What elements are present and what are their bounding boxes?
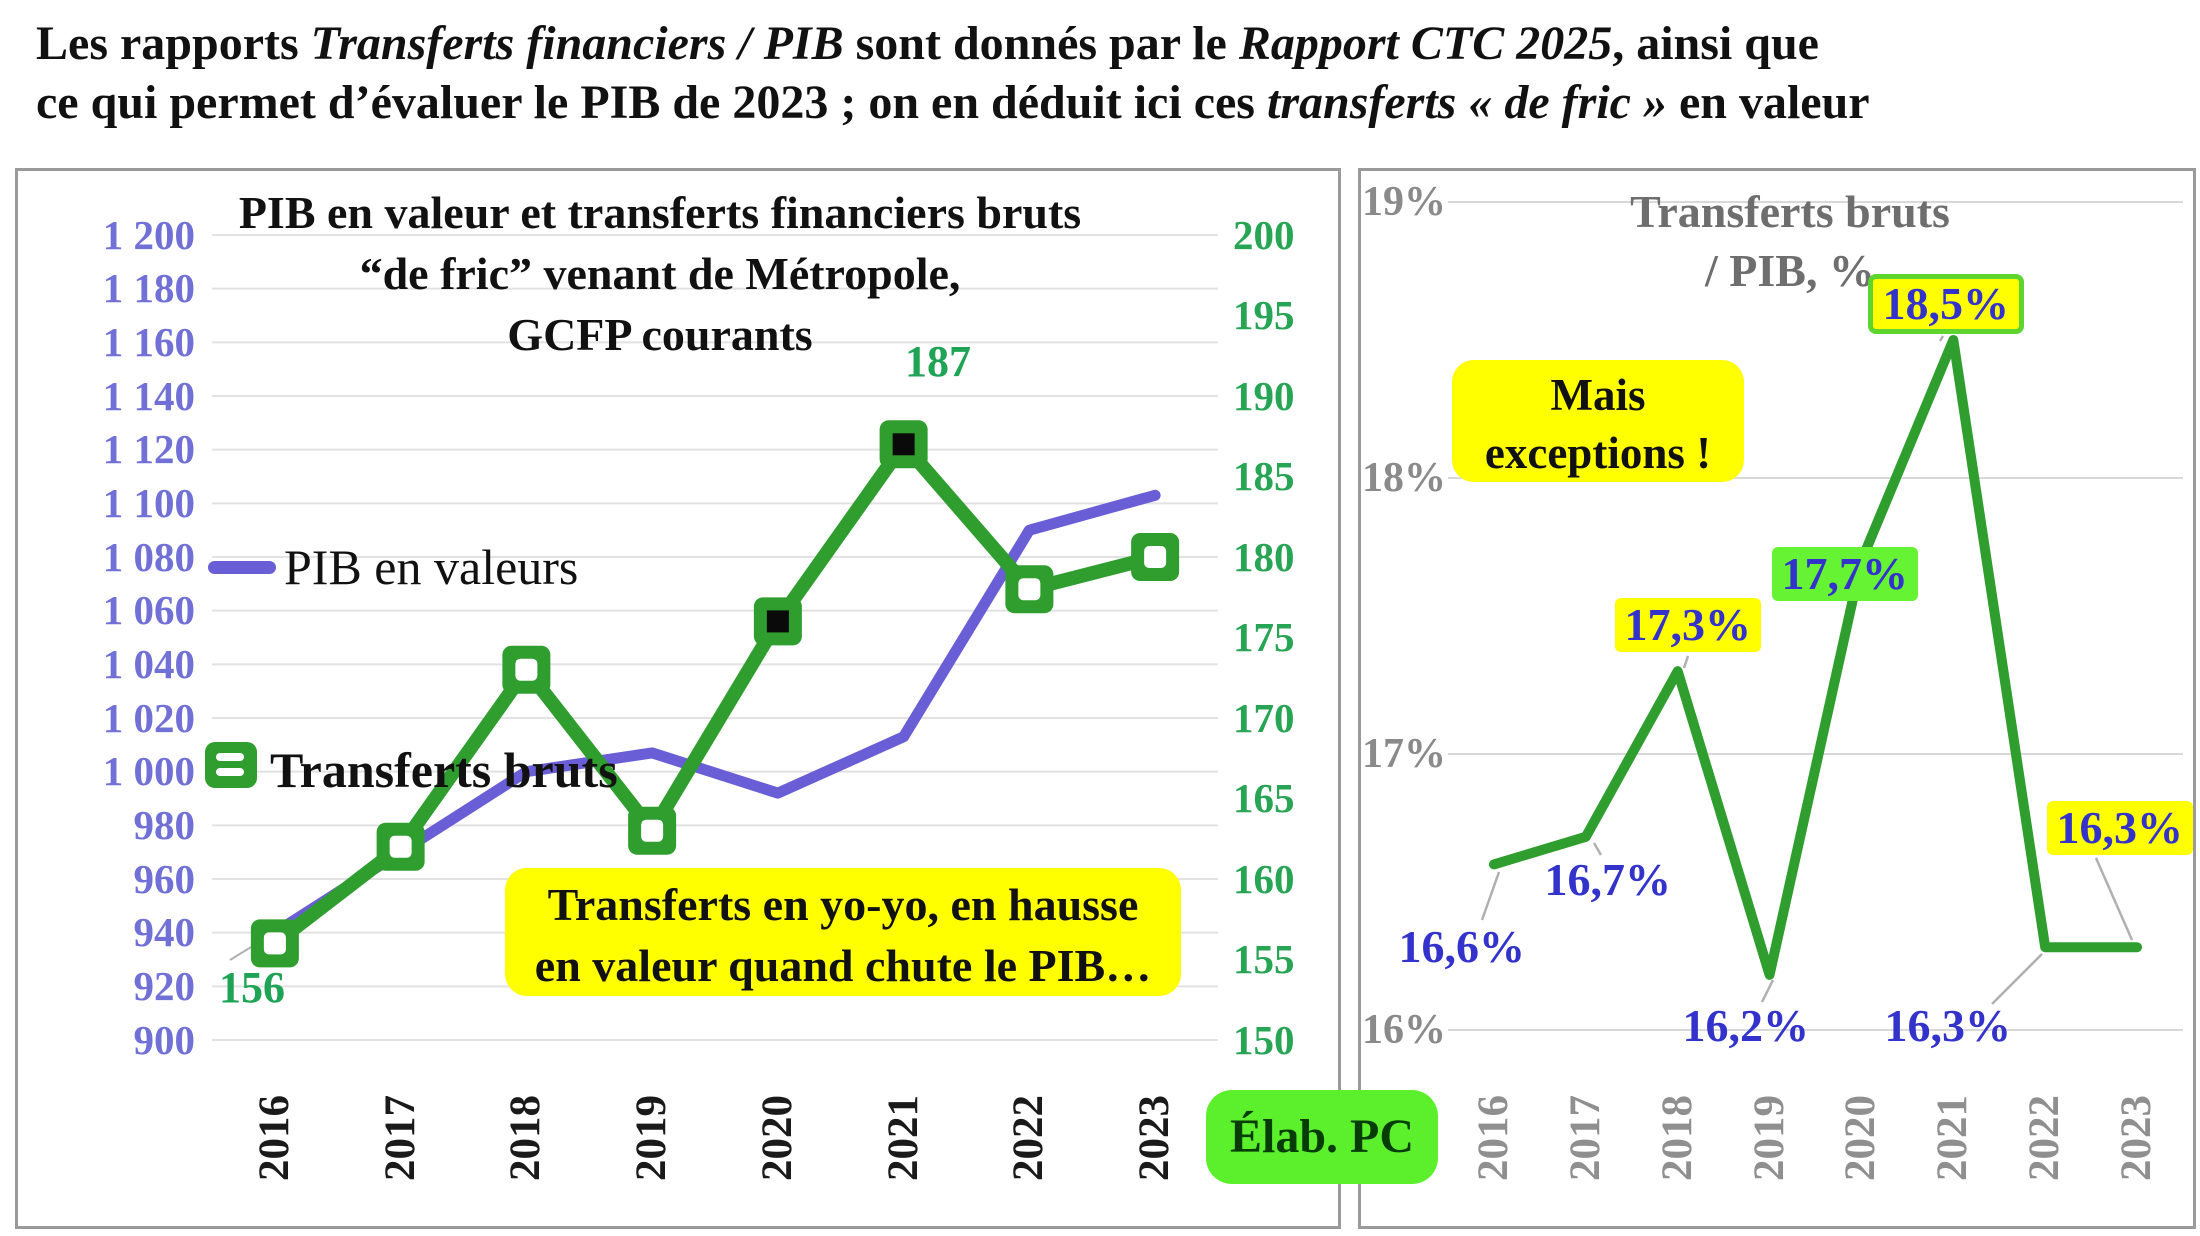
- right-x-axis-year: 2016: [1469, 1095, 1517, 1181]
- left-axis-tick: 900: [133, 1016, 196, 1063]
- left-axis-tick: 1 040: [102, 640, 195, 687]
- left-x-axis-year: 2019: [628, 1095, 676, 1181]
- left-axis-tick: 1 160: [102, 318, 195, 365]
- secondary-axis-tick: 190: [1233, 372, 1295, 419]
- legend-item-pib: PIB en valeurs: [208, 538, 578, 596]
- legend-transferts-label: Transferts bruts: [270, 742, 618, 798]
- left-x-axis-year: 2021: [879, 1095, 927, 1181]
- left-axis-tick: 960: [133, 855, 196, 902]
- left-axis-tick: 980: [133, 801, 196, 848]
- left-x-axis-year: 2022: [1005, 1095, 1053, 1181]
- left-axis-tick: 1 000: [102, 748, 195, 795]
- transferts-point-label: 187: [905, 337, 971, 386]
- ratio-point-label: 16,2%: [1682, 1000, 1810, 1051]
- page-title-line1: Les rapports Transferts financiers / PIB…: [36, 14, 2176, 73]
- secondary-axis-tick: 170: [1233, 694, 1295, 741]
- right-x-axis-year: 2021: [1929, 1095, 1977, 1181]
- right-x-axis-year: 2023: [2113, 1095, 2161, 1181]
- ratio-axis-tick: 19%: [1362, 179, 1446, 225]
- right-x-axis-year: 2019: [1745, 1095, 1793, 1181]
- title-segment: Les rapports: [36, 17, 311, 70]
- left-x-axis-year: 2020: [753, 1095, 801, 1181]
- title-segment: sont donnés par le: [843, 17, 1239, 70]
- left-axis-tick: 1 100: [102, 479, 195, 526]
- secondary-axis-tick: 155: [1233, 936, 1295, 982]
- right-x-axis-year: 2017: [1561, 1095, 1609, 1181]
- right-chart-title: Transferts bruts / PIB, %: [1450, 182, 2130, 300]
- ratio-axis-tick: 17%: [1362, 731, 1446, 777]
- title-segment: , ainsi que: [1612, 17, 1819, 70]
- title-italic-segment: transferts « de fric »: [1266, 76, 1667, 129]
- left-axis-tick: 940: [133, 909, 196, 956]
- elab-badge: Élab. PC: [1206, 1090, 1438, 1184]
- left-x-axis-year: 2016: [250, 1095, 298, 1181]
- page-title: Les rapports Transferts financiers / PIB…: [36, 14, 2176, 132]
- right-annotation-line: exceptions !: [1484, 428, 1712, 478]
- right-x-axis-year: 2022: [2021, 1095, 2069, 1181]
- left-x-axis-year: 2017: [376, 1095, 424, 1181]
- ratio-axis-tick: 18%: [1362, 455, 1446, 501]
- left-axis-tick: 1 020: [102, 694, 195, 741]
- secondary-axis-tick: 180: [1233, 533, 1295, 580]
- ratio-point-label: 16,3%: [1884, 1000, 2012, 1051]
- right-chart-title-line: / PIB, %: [1705, 245, 1875, 296]
- right-chart-title-line: Transferts bruts: [1630, 186, 1950, 237]
- transferts-point-label: 156: [219, 963, 285, 1012]
- left-chart-title-line: GCFP courants: [507, 309, 813, 360]
- right-annotation-line: Mais: [1550, 370, 1646, 420]
- left-chart-title-line: “de fric” venant de Métropole,: [359, 248, 961, 299]
- left-axis-tick: 1 120: [102, 426, 195, 473]
- page-title-line2: ce qui permet d’évaluer le PIB de 2023 ;…: [36, 73, 2176, 132]
- title-segment: ce qui permet d’évaluer le PIB de 2023 ;…: [36, 76, 1267, 129]
- left-chart-title-line: PIB en valeur et transferts financiers b…: [238, 187, 1082, 238]
- secondary-axis-tick: 185: [1233, 453, 1295, 499]
- left-annotation-line: en valeur quand chute le PIB…: [534, 940, 1152, 991]
- left-x-axis-year: 2018: [502, 1095, 550, 1181]
- left-annotation-line: Transferts en yo-yo, en hausse: [547, 879, 1139, 930]
- left-axis-tick: 1 180: [102, 265, 195, 312]
- secondary-axis-tick: 165: [1233, 775, 1295, 821]
- title-italic-segment: Rapport CTC 2025: [1238, 17, 1613, 70]
- left-axis-tick: 1 200: [102, 211, 195, 258]
- left-axis-tick: 920: [133, 962, 196, 1009]
- ratio-point-label: 17,3%: [1614, 598, 1761, 652]
- left-axis-tick: 1 060: [102, 587, 195, 634]
- ratio-point-label: 16,3%: [2046, 801, 2193, 855]
- secondary-axis-tick: 200: [1233, 211, 1295, 258]
- secondary-axis-tick: 150: [1233, 1016, 1295, 1063]
- title-italic-segment: Transferts financiers / PIB: [310, 17, 844, 70]
- ratio-point-label: 16,7%: [1544, 854, 1672, 905]
- ratio-point-label: 18,5%: [1867, 274, 2024, 334]
- secondary-axis-tick: 175: [1233, 614, 1295, 660]
- ratio-point-label: 16,6%: [1398, 921, 1526, 972]
- right-x-axis-year: 2018: [1653, 1095, 1701, 1181]
- left-axis-tick: 1 140: [102, 372, 195, 419]
- left-chart-title: PIB en valeur et transferts financiers b…: [200, 182, 1120, 365]
- left-annotation-note: Transferts en yo-yo, en hausse en valeur …: [505, 868, 1181, 996]
- right-annotation-note: Mais exceptions !: [1452, 360, 1744, 482]
- secondary-axis-tick: 195: [1233, 292, 1295, 338]
- left-axis-tick: 1 080: [102, 533, 195, 580]
- pib-line-swatch-icon: [208, 560, 276, 574]
- ratio-point-label: 17,7%: [1771, 547, 1918, 601]
- title-segment: en valeur: [1666, 76, 1870, 129]
- legend-pib-label: PIB en valeurs: [284, 539, 579, 595]
- left-x-axis-year: 2023: [1131, 1095, 1179, 1181]
- ratio-axis-tick: 16%: [1362, 1007, 1446, 1053]
- right-x-axis-year: 2020: [1837, 1095, 1885, 1181]
- transferts-marker-icon: [202, 736, 260, 804]
- secondary-axis-tick: 160: [1233, 855, 1295, 902]
- legend-item-transferts: Transferts bruts: [202, 736, 618, 804]
